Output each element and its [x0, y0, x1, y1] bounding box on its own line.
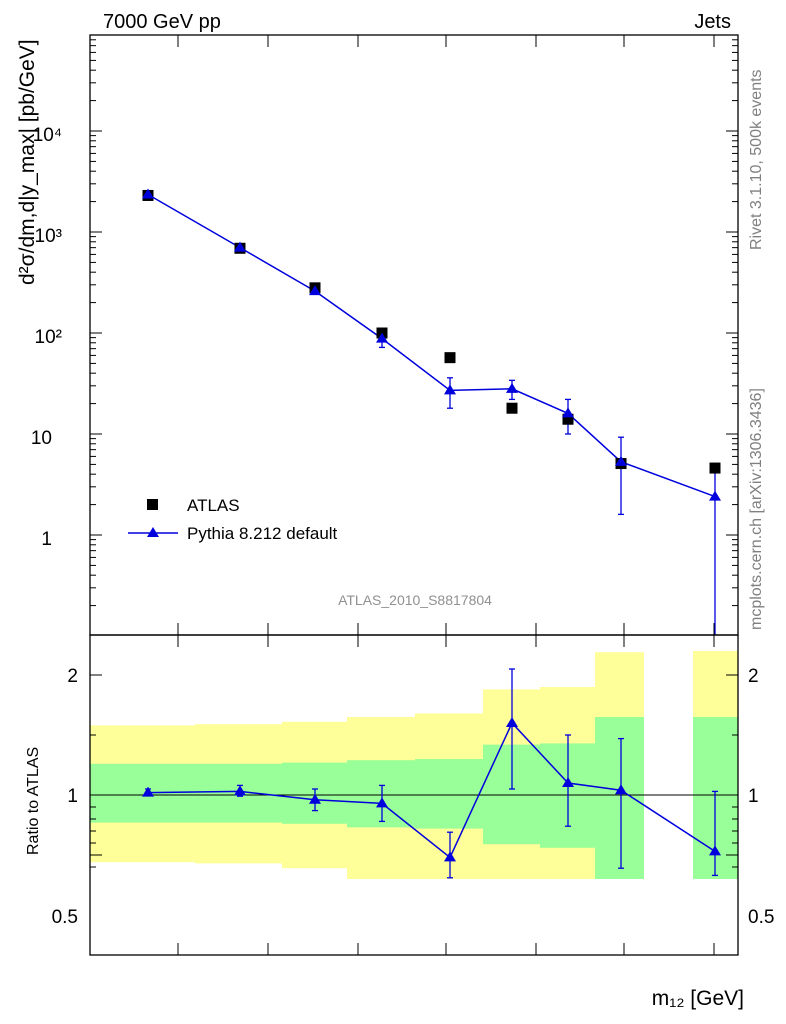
legend-mc-marker [147, 527, 159, 537]
mc-data-point [376, 332, 388, 343]
ratio-uncertainty-bands [90, 651, 738, 879]
analysis-watermark: ATLAS_2010_S8817804 [338, 592, 492, 608]
y-tick-label: 1 [41, 529, 52, 550]
ratio-y-tick-labels: 2 1 0.5 2 1 0.5 [52, 666, 775, 928]
atlas-data-point [709, 462, 721, 474]
ratio-data-point [709, 845, 721, 856]
mc-series-line [147, 193, 716, 498]
header-process: Jets [694, 11, 731, 33]
atlas-data-point [562, 413, 574, 425]
mc-data-point [444, 384, 456, 395]
mc-data-point [142, 188, 154, 199]
main-y-tick-labels: 1 10 10² 10³ 10⁴ [31, 125, 62, 550]
legend: ATLAS Pythia 8.212 default [128, 496, 338, 543]
header-energy: 7000 GeV pp [103, 11, 221, 33]
rivet-label: Rivet 3.1.10, 500k events [748, 69, 765, 250]
y-axis-label-main: d²σ/dm,d|y_max| [pb/GeV] [16, 39, 39, 285]
ratio-data-series [142, 668, 721, 879]
atlas-data-point [506, 402, 518, 414]
ratio-data-point [142, 786, 154, 797]
ratio-tick-label-right: 0.5 [748, 907, 774, 928]
ratio-data-point [506, 717, 518, 727]
main-data-series [142, 188, 721, 635]
ratio-band-inner [415, 759, 483, 829]
ratio-data-point [234, 785, 246, 796]
ratio-data-point [376, 797, 388, 808]
ratio-band-inner [347, 760, 415, 828]
y-tick-label: 10⁴ [33, 125, 62, 146]
ratio-data-point [309, 793, 321, 804]
legend-data-marker [147, 499, 158, 510]
ratio-band-inner [90, 763, 195, 823]
ratio-tick-label-left: 0.5 [52, 907, 78, 928]
legend-mc-label: Pythia 8.212 default [187, 524, 338, 543]
y-axis-label-ratio: Ratio to ATLAS [25, 747, 42, 855]
y-tick-label: 10³ [35, 226, 62, 247]
ratio-tick-label-right: 2 [748, 666, 759, 687]
ratio-data-point [615, 784, 627, 795]
legend-data-label: ATLAS [187, 496, 240, 515]
mc-data-point [309, 285, 321, 296]
axis-ticks [90, 35, 738, 955]
y-tick-label: 10 [31, 428, 52, 449]
ratio-data-point [562, 777, 574, 787]
mc-data-point [615, 455, 627, 466]
y-tick-label: 10² [35, 327, 62, 348]
atlas-data-point [444, 352, 456, 364]
ratio-data-point [444, 851, 456, 862]
mcplots-label: mcplots.cern.ch [arXiv:1306.3436] [748, 388, 765, 630]
ratio-tick-label-left: 1 [67, 786, 78, 807]
mc-data-point [234, 241, 246, 252]
mc-data-point [506, 382, 518, 393]
x-axis-label: m₁₂ [GeV] [652, 987, 744, 1010]
mc-data-point [709, 490, 721, 501]
mc-data-point [562, 407, 574, 418]
main-frame [89, 34, 739, 636]
ratio-band-inner [595, 717, 644, 879]
ratio-tick-label-left: 2 [67, 666, 78, 687]
ratio-tick-label-right: 1 [748, 786, 759, 807]
